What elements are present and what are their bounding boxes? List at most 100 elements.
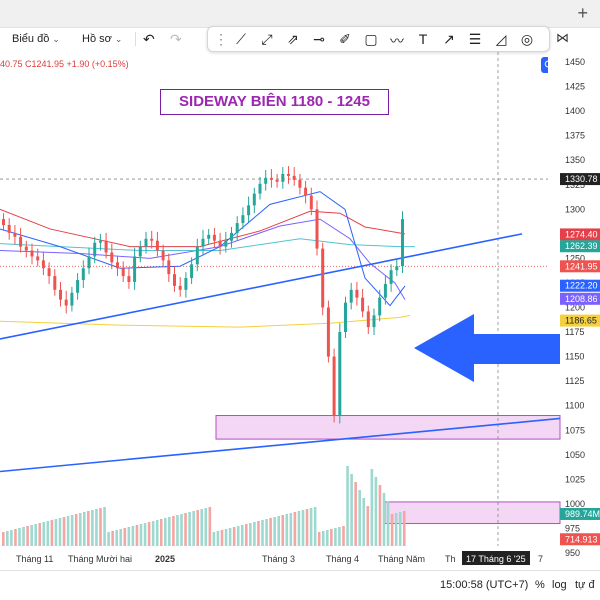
candle-body [161,250,165,261]
candle-body [7,225,11,233]
volume-bar [289,513,293,546]
candle-body [326,307,330,357]
candle-body [378,297,382,316]
fib-icon[interactable]: ☰ [468,31,482,47]
price-label-bg [560,173,600,186]
price-label: 1274.40 [565,229,598,239]
percent-scale-toggle[interactable]: % [535,579,545,591]
extended-line-icon[interactable]: ⇗ [287,31,299,47]
price-chart[interactable]: 1450142514001375135013251300127512501225… [0,52,600,570]
volume-bar [245,524,248,546]
volume-bar [78,513,82,546]
candle-body [361,297,365,312]
volume-bar [188,512,191,546]
clock-readout[interactable]: 15:00:58 (UTC+7) [440,579,529,591]
price-tick-label: 1125 [565,376,584,386]
volume-bar [350,474,353,546]
candle-body [298,179,302,188]
time-tick-label: Tháng Năm [378,554,425,564]
volume-bar [204,508,208,546]
candle-body [247,205,251,216]
candle-body [19,236,23,247]
demand-zone [215,415,561,440]
candle-body [349,289,353,303]
circle-target-icon[interactable]: ◎ [520,31,534,47]
candle-body [178,285,182,290]
volume-bar [58,518,62,546]
text-icon[interactable]: T [418,31,428,47]
redo-icon[interactable]: ↷ [170,31,182,47]
price-tick-label: 1000 [565,499,585,509]
volume-bar [224,529,228,546]
candle-body [218,240,222,247]
volume-bar [123,528,127,546]
candle-body [258,183,262,194]
brush-icon[interactable]: ✐ [339,31,351,47]
volume-bar [366,506,370,546]
volume-bar [2,532,5,546]
drawing-tools-bar: ⋮ ⟋ ⤢ ⇗ ⊸ ✐ ▢ 〰 T ↗ ☰ ◿ ◎ [207,26,550,52]
volume-bar [115,530,118,546]
horizontal-line-icon[interactable]: ⊸ [313,31,325,47]
candle-body [355,289,359,298]
volume-bar [22,527,25,546]
drag-handle-icon[interactable]: ⋮ [214,31,228,47]
candle-body [93,242,97,257]
candle-body [116,262,119,269]
candle-body [53,276,57,290]
candle-body [121,268,125,277]
candle-body [304,187,308,196]
arrow-icon[interactable]: ↗ [443,31,455,47]
volume-bar [143,523,147,546]
auto-scale-toggle[interactable]: tự đ [575,579,595,591]
candle-body [138,246,142,257]
undo-icon[interactable]: ↶ [143,31,155,47]
volume-bar [269,518,272,546]
volume-bar [95,509,98,546]
candle-body [207,234,211,239]
candle-body [344,302,347,333]
measure-icon[interactable]: ◿ [495,31,507,47]
volume-bar [62,517,66,546]
volume-bar [50,520,54,546]
volume-bar [382,493,386,546]
volume-bar [54,519,58,546]
candle-body [127,276,131,282]
price-tick-label: 1300 [565,204,585,214]
candle-body [252,193,256,206]
chart-annotation[interactable]: SIDEWAY BIÊN 1180 - 1245 [160,89,389,115]
volume-bar [301,510,305,546]
volume-bar [265,519,268,546]
candle-body [24,246,28,251]
ma-yellow-line [0,314,411,328]
ray-icon[interactable]: ⤢ [261,31,273,47]
volume-bar [346,466,349,546]
candle-body [401,219,404,267]
ma-blue-line [0,191,406,307]
chart-menu-button[interactable]: Biểu đồ ⌄ [12,30,60,48]
share-icon[interactable]: ⋈ [556,30,569,45]
volume-bar [220,530,224,546]
candle-body [155,240,159,251]
new-tab-button[interactable]: + [577,3,588,23]
price-tick-label: 1200 [565,303,585,313]
volume-bar [180,514,183,546]
candle-body [41,260,45,269]
volume-bar [66,516,70,546]
price-label: 989.74M [565,509,600,519]
ma-red-line [0,208,406,248]
volume-bar [386,501,390,546]
volume-bar [18,528,21,546]
rectangle-icon[interactable]: ▢ [364,31,378,47]
volume-bar [317,532,321,546]
crosshair-time-bg [462,551,530,565]
volume-bar [168,517,171,546]
volume-bar [151,521,155,546]
volume-bar [119,529,123,546]
trend-line-icon[interactable]: ⟋ [236,31,246,47]
log-scale-toggle[interactable]: log [552,579,567,591]
profile-menu-button[interactable]: Hồ sơ ⌄ [82,30,122,48]
volume-bar [232,527,236,546]
path-icon[interactable]: 〰 [390,33,404,49]
candle-body [13,232,17,237]
